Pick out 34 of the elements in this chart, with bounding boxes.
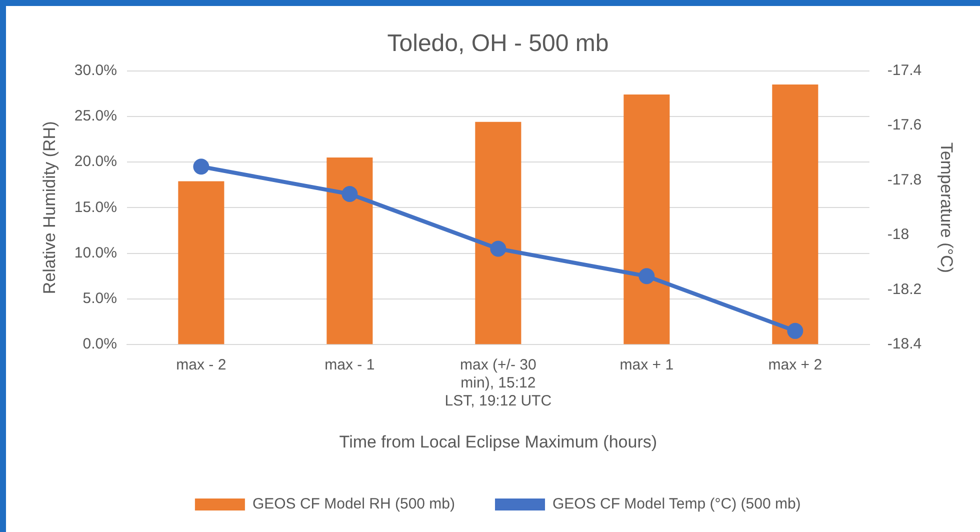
- y2-axis-title: Temperature (°C): [937, 142, 956, 273]
- y2-tick-label: -18.2: [887, 280, 922, 298]
- bar: [178, 181, 224, 344]
- point: [638, 268, 655, 284]
- y2-tick-label: -17.4: [887, 62, 922, 79]
- y-tick-label: 10.0%: [74, 244, 117, 262]
- x-tick-label: max + 1: [620, 356, 674, 374]
- legend-label: GEOS CF Model RH (500 mb): [252, 496, 456, 513]
- y-tick-label: 5.0%: [82, 290, 117, 308]
- y2-tick-label: -18.4: [887, 336, 922, 353]
- y2-tick-label: -17.8: [887, 171, 922, 188]
- x-axis-title: Time from Local Eclipse Maximum (hours): [339, 432, 658, 452]
- point: [787, 322, 804, 339]
- x-tick-label: max (+/- 30 min), 15:12 LST, 19:12 UTC: [444, 356, 552, 410]
- y2-tick-label: -18: [887, 226, 910, 244]
- x-tick-label: max + 2: [768, 356, 822, 374]
- chart-title: Toledo, OH - 500 mb: [387, 30, 609, 58]
- legend-label: GEOS CF Model Temp (°C) (500 mb): [552, 496, 801, 513]
- bar: [772, 84, 818, 344]
- point: [490, 240, 506, 257]
- x-tick-label: max - 1: [324, 356, 375, 374]
- y2-tick-label: -17.6: [887, 116, 922, 134]
- x-tick-label: max - 2: [176, 356, 226, 374]
- point: [193, 158, 210, 175]
- y-tick-label: 30.0%: [74, 62, 117, 79]
- point: [342, 186, 358, 202]
- bar: [475, 122, 522, 344]
- y-tick-label: 25.0%: [74, 108, 117, 125]
- y-tick-label: 20.0%: [74, 153, 117, 170]
- y-tick-label: 15.0%: [74, 198, 117, 216]
- y-axis-title: Relative Humidity (RH): [40, 121, 59, 294]
- bar: [326, 158, 373, 344]
- y-tick-label: 0.0%: [82, 336, 117, 353]
- bar: [624, 94, 670, 344]
